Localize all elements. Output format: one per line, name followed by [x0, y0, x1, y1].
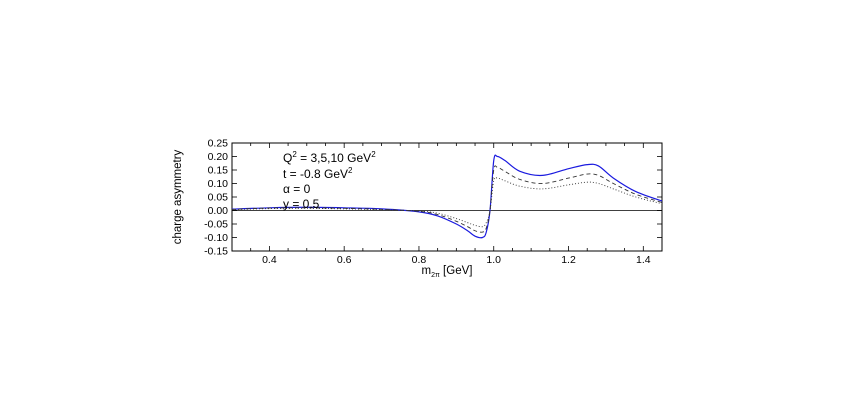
y-axis: -0.15 -0.10-0.05 0.000.05 0.100.15 0.200.25: [204, 138, 662, 258]
x-axis-title: m2π [GeV]: [422, 265, 473, 279]
x-tick-label: 0.8: [412, 254, 427, 266]
annotation-block: Q2 = 3,5,10 GeV2 t = -0.8 GeV2 α = 0 y =…: [283, 150, 376, 211]
x-tick-label: 1.0: [486, 254, 501, 266]
annotation-t: t = -0.8 GeV2: [283, 166, 353, 181]
y-tick-label: -0.15: [204, 246, 228, 258]
y-axis-title: charge asymmetry: [172, 149, 184, 244]
x-tick-label: 1.4: [636, 254, 651, 266]
y-tick-label: 0.05: [208, 192, 229, 204]
y-tick-label: 0.15: [208, 165, 229, 177]
x-tick-label: 0.6: [337, 254, 352, 266]
y-tick-label: 0.20: [208, 151, 229, 163]
annotation-q2: Q2 = 3,5,10 GeV2: [283, 150, 376, 165]
annotation-y: y = 0.5: [283, 197, 320, 211]
x-tick-label: 1.2: [561, 254, 576, 266]
series-line-solid: [231, 154, 663, 239]
y-tick-label: -0.10: [204, 232, 228, 244]
y-tick-label: 0.25: [208, 138, 229, 150]
y-tick-label: 0.10: [208, 178, 229, 190]
y-tick-label: -0.05: [204, 219, 228, 231]
series-line-dashed: [231, 165, 663, 233]
x-tick-label: 0.4: [262, 254, 277, 266]
series-group: [231, 154, 663, 239]
x-axis: 0.4 0.6 0.8 1.0 1.2 1.4: [250, 143, 651, 266]
annotation-alpha: α = 0: [283, 182, 311, 196]
y-tick-label: 0.00: [208, 205, 229, 217]
